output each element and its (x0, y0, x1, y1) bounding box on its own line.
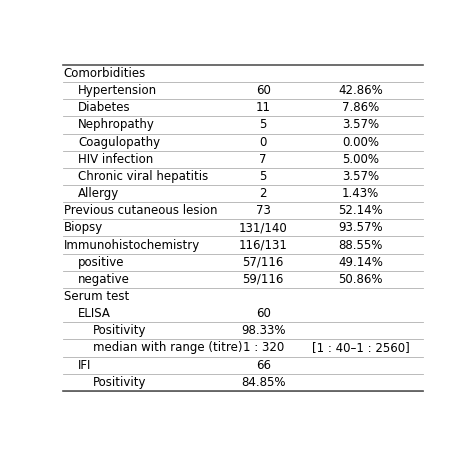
Text: 57/116: 57/116 (242, 255, 284, 269)
Text: 5.00%: 5.00% (342, 153, 379, 166)
Text: Coagulopathy: Coagulopathy (78, 136, 161, 149)
Text: Serum test: Serum test (64, 290, 129, 303)
Text: 3.57%: 3.57% (342, 170, 379, 183)
Text: Allergy: Allergy (78, 187, 119, 200)
Text: 0.00%: 0.00% (342, 136, 379, 149)
Text: Positivity: Positivity (93, 376, 146, 389)
Text: 59/116: 59/116 (242, 273, 284, 286)
Text: negative: negative (78, 273, 130, 286)
Text: 93.57%: 93.57% (338, 221, 383, 234)
Text: 116/131: 116/131 (239, 238, 288, 252)
Text: 50.86%: 50.86% (338, 273, 383, 286)
Text: 0: 0 (259, 136, 267, 149)
Text: 7: 7 (259, 153, 267, 166)
Text: Immunohistochemistry: Immunohistochemistry (64, 238, 200, 252)
Text: ELISA: ELISA (78, 307, 111, 320)
Text: Positivity: Positivity (93, 324, 146, 337)
Text: Nephropathy: Nephropathy (78, 118, 155, 131)
Text: 42.86%: 42.86% (338, 84, 383, 97)
Text: 73: 73 (255, 204, 271, 217)
Text: 11: 11 (255, 101, 271, 114)
Text: 98.33%: 98.33% (241, 324, 285, 337)
Text: 66: 66 (255, 359, 271, 372)
Text: 84.85%: 84.85% (241, 376, 285, 389)
Text: 60: 60 (255, 307, 271, 320)
Text: HIV infection: HIV infection (78, 153, 154, 166)
Text: 1 : 320: 1 : 320 (243, 341, 284, 355)
Text: positive: positive (78, 255, 125, 269)
Text: 1.43%: 1.43% (342, 187, 379, 200)
Text: Hypertension: Hypertension (78, 84, 157, 97)
Text: 5: 5 (259, 118, 267, 131)
Text: 2: 2 (259, 187, 267, 200)
Text: Chronic viral hepatitis: Chronic viral hepatitis (78, 170, 209, 183)
Text: 88.55%: 88.55% (338, 238, 383, 252)
Text: IFI: IFI (78, 359, 92, 372)
Text: 60: 60 (255, 84, 271, 97)
Text: 131/140: 131/140 (239, 221, 288, 234)
Text: 3.57%: 3.57% (342, 118, 379, 131)
Text: 7.86%: 7.86% (342, 101, 379, 114)
Text: Previous cutaneous lesion: Previous cutaneous lesion (64, 204, 217, 217)
Text: Comorbidities: Comorbidities (64, 67, 146, 80)
Text: median with range (titre): median with range (titre) (93, 341, 243, 355)
Text: Biopsy: Biopsy (64, 221, 103, 234)
Text: 52.14%: 52.14% (338, 204, 383, 217)
Text: Diabetes: Diabetes (78, 101, 131, 114)
Text: 49.14%: 49.14% (338, 255, 383, 269)
Text: 5: 5 (259, 170, 267, 183)
Text: [1 : 40–1 : 2560]: [1 : 40–1 : 2560] (311, 341, 410, 355)
